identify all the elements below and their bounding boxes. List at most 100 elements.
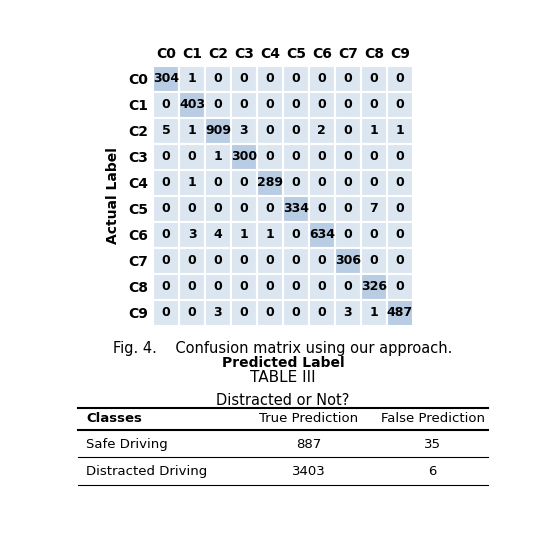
Bar (205, 170, 231, 196)
Text: 0: 0 (214, 280, 222, 293)
Text: 4: 4 (214, 228, 222, 241)
Text: 0: 0 (214, 73, 222, 85)
Text: 0: 0 (395, 202, 404, 216)
Bar (257, 300, 283, 326)
Text: 0: 0 (343, 280, 352, 293)
Bar (361, 196, 387, 222)
Text: 0: 0 (343, 150, 352, 163)
Text: 1: 1 (188, 124, 197, 138)
Bar (309, 144, 335, 170)
Bar (179, 144, 205, 170)
Text: 0: 0 (291, 177, 300, 189)
Bar (309, 92, 335, 118)
Text: 0: 0 (266, 98, 274, 112)
Bar (283, 144, 309, 170)
Bar (231, 300, 257, 326)
Text: 0: 0 (291, 228, 300, 241)
Text: True Prediction: True Prediction (259, 412, 358, 425)
Bar (361, 274, 387, 300)
Bar (231, 170, 257, 196)
Text: 0: 0 (240, 98, 248, 112)
Text: 403: 403 (179, 98, 205, 112)
Bar (335, 66, 361, 92)
Bar (283, 300, 309, 326)
Bar (361, 144, 387, 170)
Text: Distracted or Not?: Distracted or Not? (216, 393, 349, 408)
Bar (153, 300, 179, 326)
Text: 0: 0 (266, 306, 274, 319)
Bar (387, 300, 413, 326)
Text: Classes: Classes (86, 412, 142, 425)
Bar (257, 222, 283, 248)
Text: 0: 0 (162, 254, 171, 267)
Text: 0: 0 (317, 280, 326, 293)
Bar (205, 248, 231, 274)
Bar (387, 118, 413, 144)
Text: 0: 0 (291, 73, 300, 85)
Text: 0: 0 (162, 228, 171, 241)
Text: 0: 0 (266, 150, 274, 163)
Text: 0: 0 (291, 124, 300, 138)
Bar (205, 196, 231, 222)
Text: 0: 0 (291, 306, 300, 319)
Text: 326: 326 (361, 280, 387, 293)
Text: 1: 1 (188, 177, 197, 189)
Bar (257, 196, 283, 222)
Bar (205, 300, 231, 326)
Bar (231, 144, 257, 170)
Bar (231, 118, 257, 144)
Text: 1: 1 (214, 150, 222, 163)
Text: 0: 0 (266, 73, 274, 85)
Y-axis label: Actual Label: Actual Label (106, 147, 120, 244)
Text: 0: 0 (162, 150, 171, 163)
Text: 289: 289 (257, 177, 283, 189)
Text: 0: 0 (291, 150, 300, 163)
Text: 304: 304 (153, 73, 179, 85)
Text: 0: 0 (266, 254, 274, 267)
Text: 0: 0 (395, 254, 404, 267)
Bar (179, 196, 205, 222)
Text: 0: 0 (369, 150, 378, 163)
Bar (387, 196, 413, 222)
Text: 0: 0 (214, 177, 222, 189)
Text: 0: 0 (395, 280, 404, 293)
Bar (179, 222, 205, 248)
Text: 0: 0 (343, 202, 352, 216)
Bar (231, 274, 257, 300)
Text: 0: 0 (395, 73, 404, 85)
Text: 0: 0 (162, 177, 171, 189)
Text: 0: 0 (343, 177, 352, 189)
Bar (309, 118, 335, 144)
Text: 0: 0 (395, 150, 404, 163)
Bar (257, 274, 283, 300)
Text: 887: 887 (296, 438, 321, 452)
Text: 0: 0 (317, 306, 326, 319)
Bar (153, 196, 179, 222)
Bar (231, 92, 257, 118)
Bar (335, 196, 361, 222)
Bar (335, 92, 361, 118)
Bar (387, 274, 413, 300)
Bar (335, 170, 361, 196)
Text: 0: 0 (317, 98, 326, 112)
Bar (257, 144, 283, 170)
Text: 0: 0 (162, 306, 171, 319)
Bar (361, 248, 387, 274)
Bar (335, 274, 361, 300)
Text: 0: 0 (188, 280, 197, 293)
Bar (387, 92, 413, 118)
Text: 0: 0 (188, 150, 197, 163)
Bar (283, 170, 309, 196)
Text: 0: 0 (162, 280, 171, 293)
Bar (283, 248, 309, 274)
Text: 1: 1 (240, 228, 248, 241)
Text: 0: 0 (369, 177, 378, 189)
Text: 0: 0 (317, 150, 326, 163)
Text: 0: 0 (395, 98, 404, 112)
Bar (153, 170, 179, 196)
Text: 0: 0 (240, 73, 248, 85)
Bar (231, 222, 257, 248)
Text: 0: 0 (369, 98, 378, 112)
Bar (153, 92, 179, 118)
Text: 0: 0 (188, 306, 197, 319)
